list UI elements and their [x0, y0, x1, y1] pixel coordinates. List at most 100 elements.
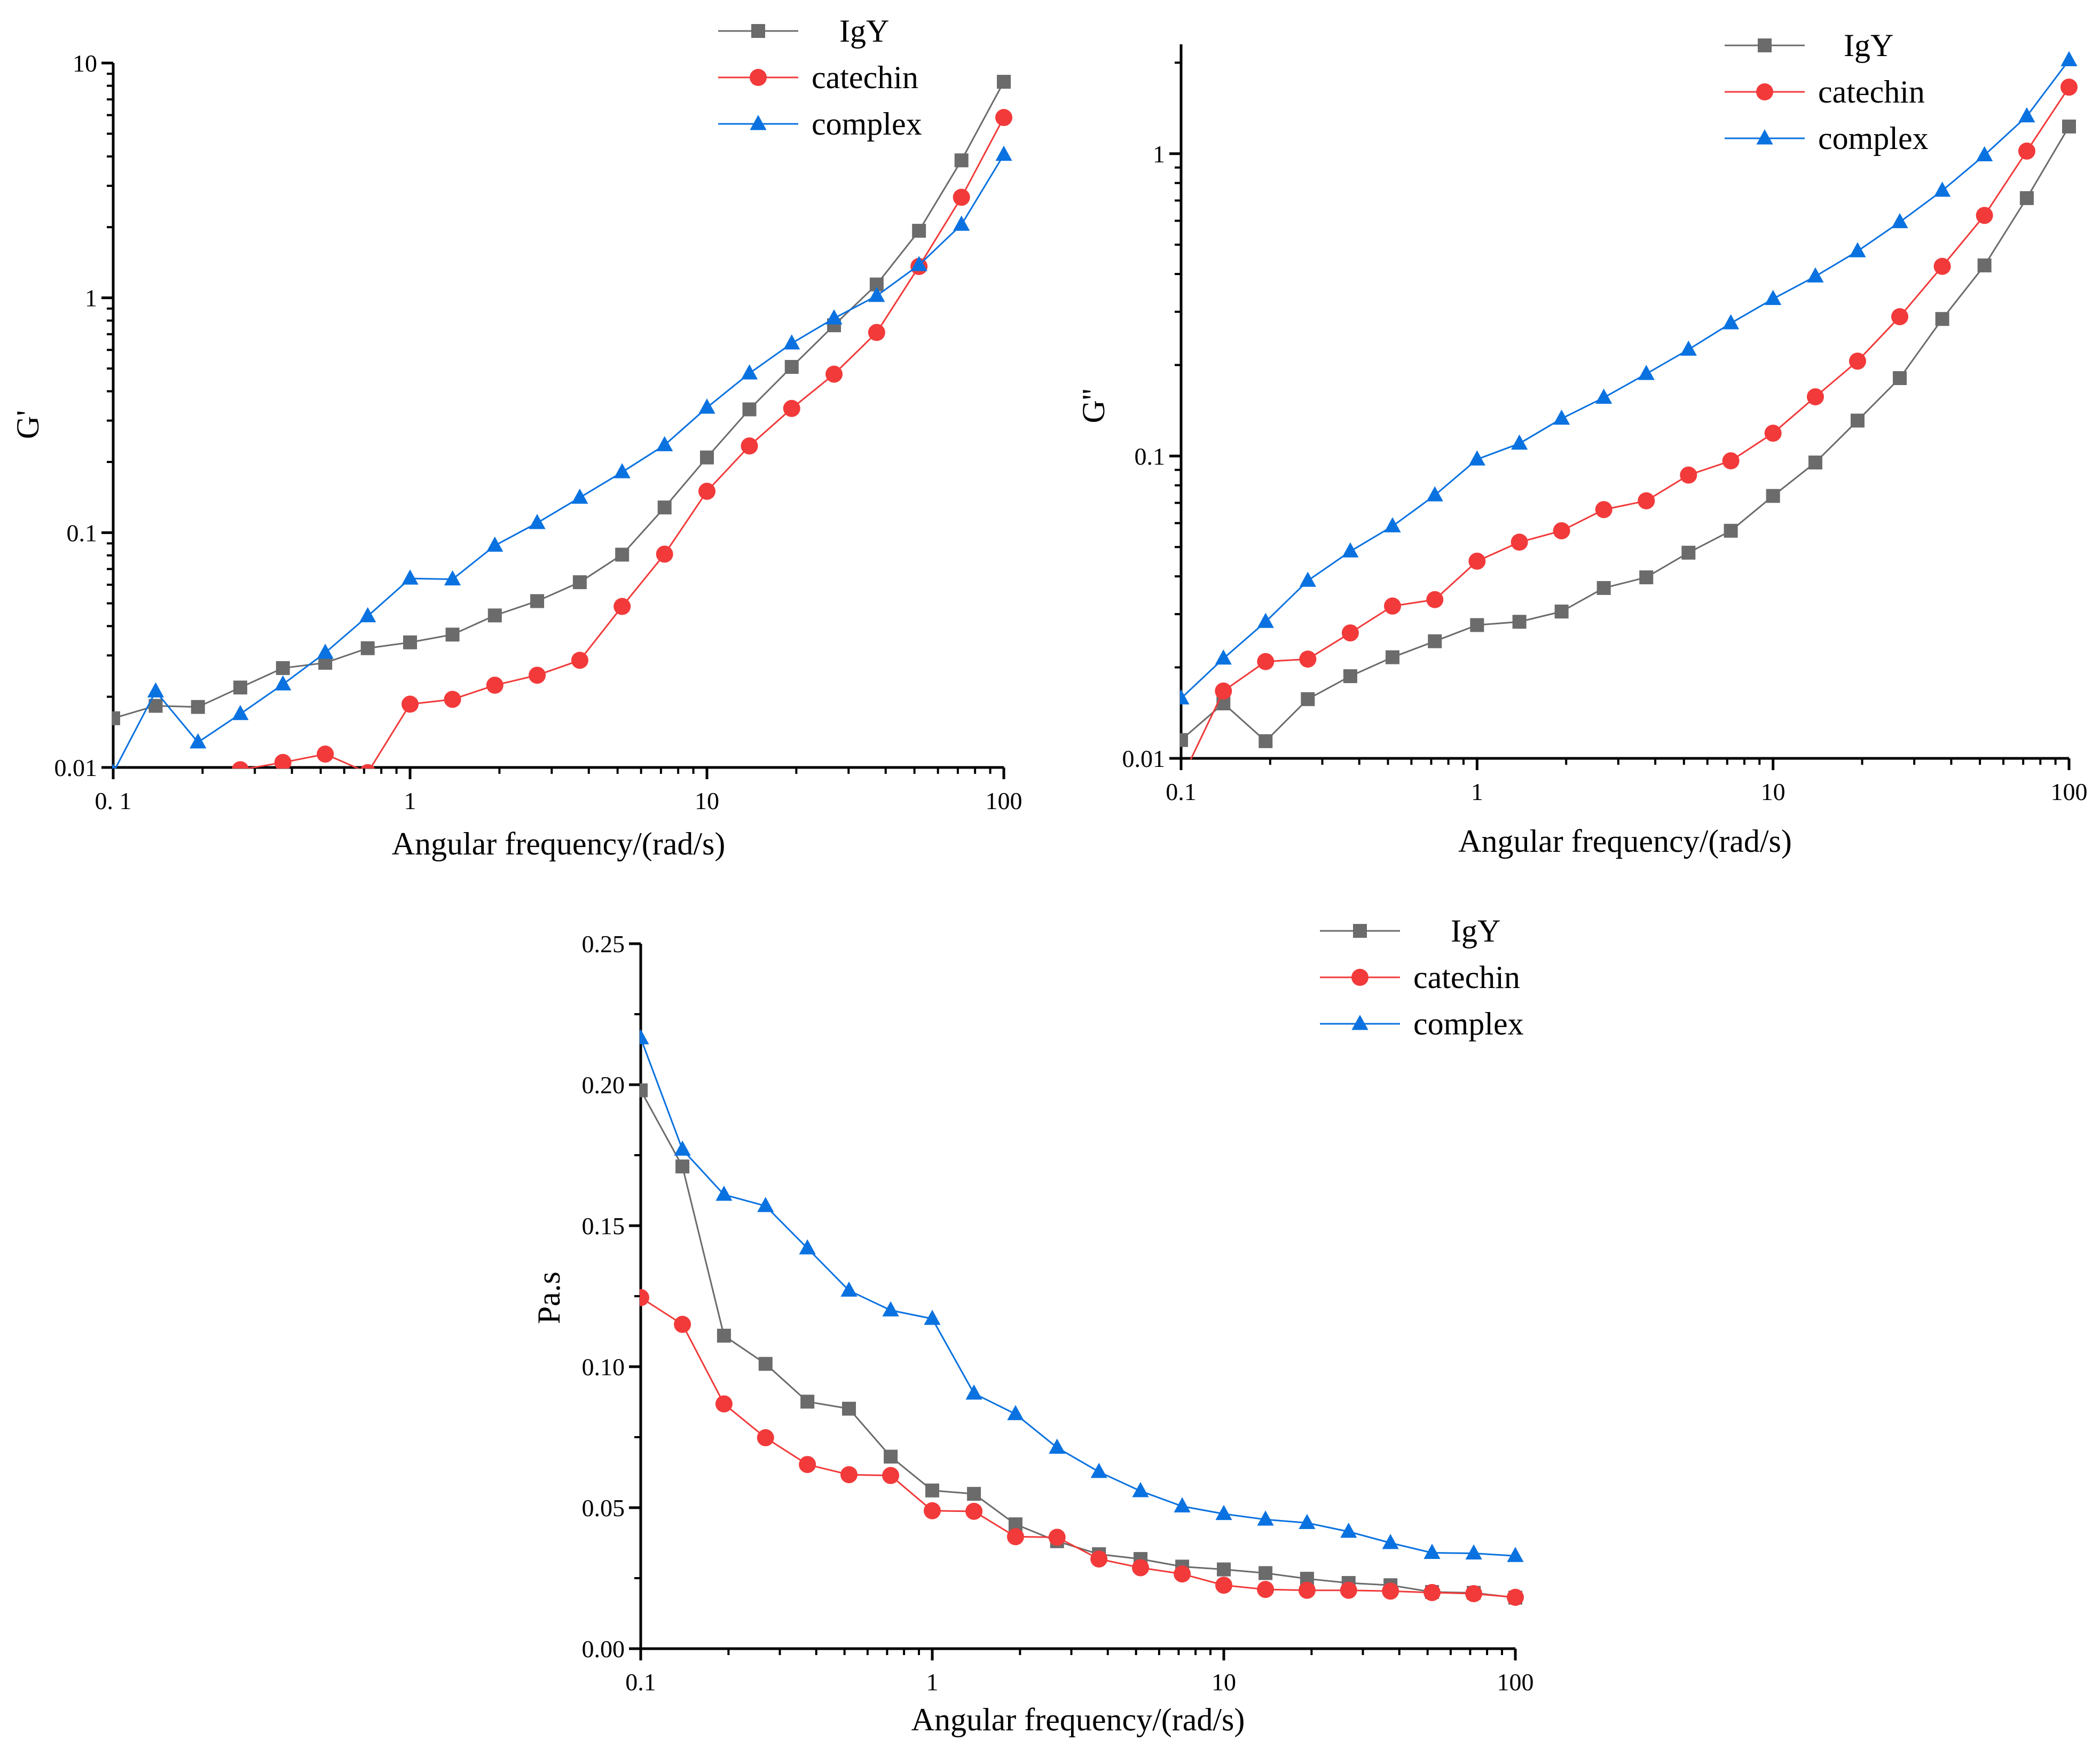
data-point-complex	[741, 364, 758, 380]
data-point-IgY	[742, 402, 757, 417]
data-point-catechin	[274, 754, 292, 769]
data-point-catechin	[741, 437, 758, 455]
data-point-complex	[2060, 51, 2078, 66]
data-point-complex	[882, 1301, 899, 1316]
y-tick-label: 10	[73, 50, 97, 77]
data-point-complex	[147, 682, 164, 697]
data-point-complex	[1807, 267, 1824, 283]
data-point-IgY	[1808, 455, 1822, 469]
legend-label-IgY: IgY	[1844, 28, 1893, 63]
data-point-IgY	[700, 450, 714, 465]
data-point-complex	[825, 309, 843, 325]
data-point-IgY	[758, 1357, 773, 1371]
data-point-complex	[1382, 1534, 1399, 1549]
legend-label-catechin: catechin	[812, 60, 918, 95]
data-point-IgY	[1935, 312, 1949, 326]
data-point-IgY	[1259, 1566, 1273, 1580]
data-point-complex	[1384, 517, 1401, 532]
data-point-complex	[1849, 242, 1866, 257]
data-point-complex	[995, 145, 1012, 161]
data-point-catechin	[1511, 534, 1528, 551]
data-point-complex	[840, 1281, 858, 1297]
series-line-catechin	[242, 117, 1005, 769]
data-point-IgY	[912, 224, 926, 238]
data-point-catechin	[1215, 1577, 1232, 1594]
series-line-complex	[640, 1038, 1516, 1557]
data-point-catechin	[698, 482, 715, 500]
data-point-complex	[571, 488, 588, 504]
data-point-IgY	[403, 635, 417, 649]
data-point-complex	[1007, 1405, 1024, 1421]
data-point-catechin	[402, 695, 419, 713]
data-point-catechin	[995, 109, 1012, 127]
legend-label-complex: complex	[1818, 121, 1929, 156]
data-point-complex	[1638, 365, 1655, 380]
data-point-complex	[1507, 1547, 1524, 1562]
data-point-complex	[1257, 613, 1274, 628]
complex-viscosity-panel: 0.1 1 10 100 0.00 0.05 0.10 0.15 0.20 0.25 Angular…	[531, 913, 1534, 1737]
plot-area	[1180, 51, 2078, 759]
data-point-complex	[274, 675, 292, 691]
legend-marker-catechin	[1756, 83, 1773, 100]
data-point-IgY	[572, 575, 587, 590]
data-point-complex	[1215, 1504, 1232, 1520]
data-point-IgY	[925, 1483, 939, 1498]
data-point-catechin	[1468, 552, 1486, 570]
data-point-catechin	[444, 691, 461, 708]
data-point-complex	[965, 1384, 982, 1400]
data-point-complex	[317, 644, 334, 659]
data-point-catechin	[1680, 466, 1697, 484]
data-point-complex	[112, 763, 116, 769]
data-point-catechin	[715, 1395, 733, 1413]
storage-modulus-panel: 0. 1 1 10 100 0.01 0.1 1 10 Angular frequency/(r…	[10, 13, 1023, 861]
data-point-IgY	[717, 1328, 731, 1343]
data-point-complex	[529, 514, 546, 529]
data-point-catechin	[1383, 597, 1401, 615]
data-point-catechin	[1423, 1584, 1441, 1601]
data-point-catechin	[1638, 492, 1655, 509]
data-point-complex	[640, 1029, 649, 1045]
data-point-IgY	[233, 680, 248, 695]
legend-marker-complex	[1756, 129, 1773, 145]
data-point-complex	[1215, 649, 1232, 665]
data-point-catechin	[2018, 142, 2035, 160]
y-axis-title: G''	[1076, 389, 1111, 424]
legend-label-IgY: IgY	[1451, 913, 1500, 949]
data-point-complex	[1722, 314, 1740, 330]
series-line-catechin	[1190, 87, 2070, 759]
data-point-catechin	[1132, 1559, 1150, 1577]
data-point-catechin	[799, 1456, 816, 1473]
data-point-IgY	[967, 1487, 981, 1501]
y-tick-label: 1	[1153, 140, 1165, 168]
legend-marker-complex	[750, 115, 767, 130]
data-point-complex	[715, 1185, 733, 1201]
legend-label-catechin: catechin	[1818, 74, 1925, 109]
data-point-catechin	[1257, 1581, 1275, 1598]
x-tick-label: 1	[1471, 778, 1483, 805]
data-point-IgY	[997, 75, 1011, 89]
data-point-IgY	[2019, 191, 2034, 205]
data-point-complex	[1765, 289, 1782, 305]
y-tick-label: 1	[85, 285, 97, 312]
data-point-complex	[953, 215, 970, 231]
data-point-IgY	[842, 1401, 856, 1416]
data-point-complex	[1426, 486, 1443, 501]
data-point-IgY	[1180, 733, 1188, 747]
data-point-IgY	[1681, 545, 1696, 560]
data-point-complex	[757, 1197, 774, 1212]
legend-label-complex: complex	[1413, 1006, 1524, 1041]
data-point-catechin	[1595, 501, 1613, 519]
data-point-catechin	[1806, 388, 1824, 405]
series-line-catechin	[640, 1297, 1516, 1598]
data-point-complex	[402, 569, 419, 585]
data-point-complex	[1299, 571, 1316, 587]
x-axis-title: Angular frequency/(rad/s)	[911, 1702, 1245, 1737]
data-point-catechin	[1257, 653, 1275, 670]
data-point-catechin	[1722, 452, 1740, 469]
data-point-catechin	[1976, 207, 1993, 224]
y-tick-label: 0.1	[67, 519, 98, 546]
data-point-complex	[1180, 689, 1190, 705]
data-point-complex	[1257, 1510, 1274, 1526]
